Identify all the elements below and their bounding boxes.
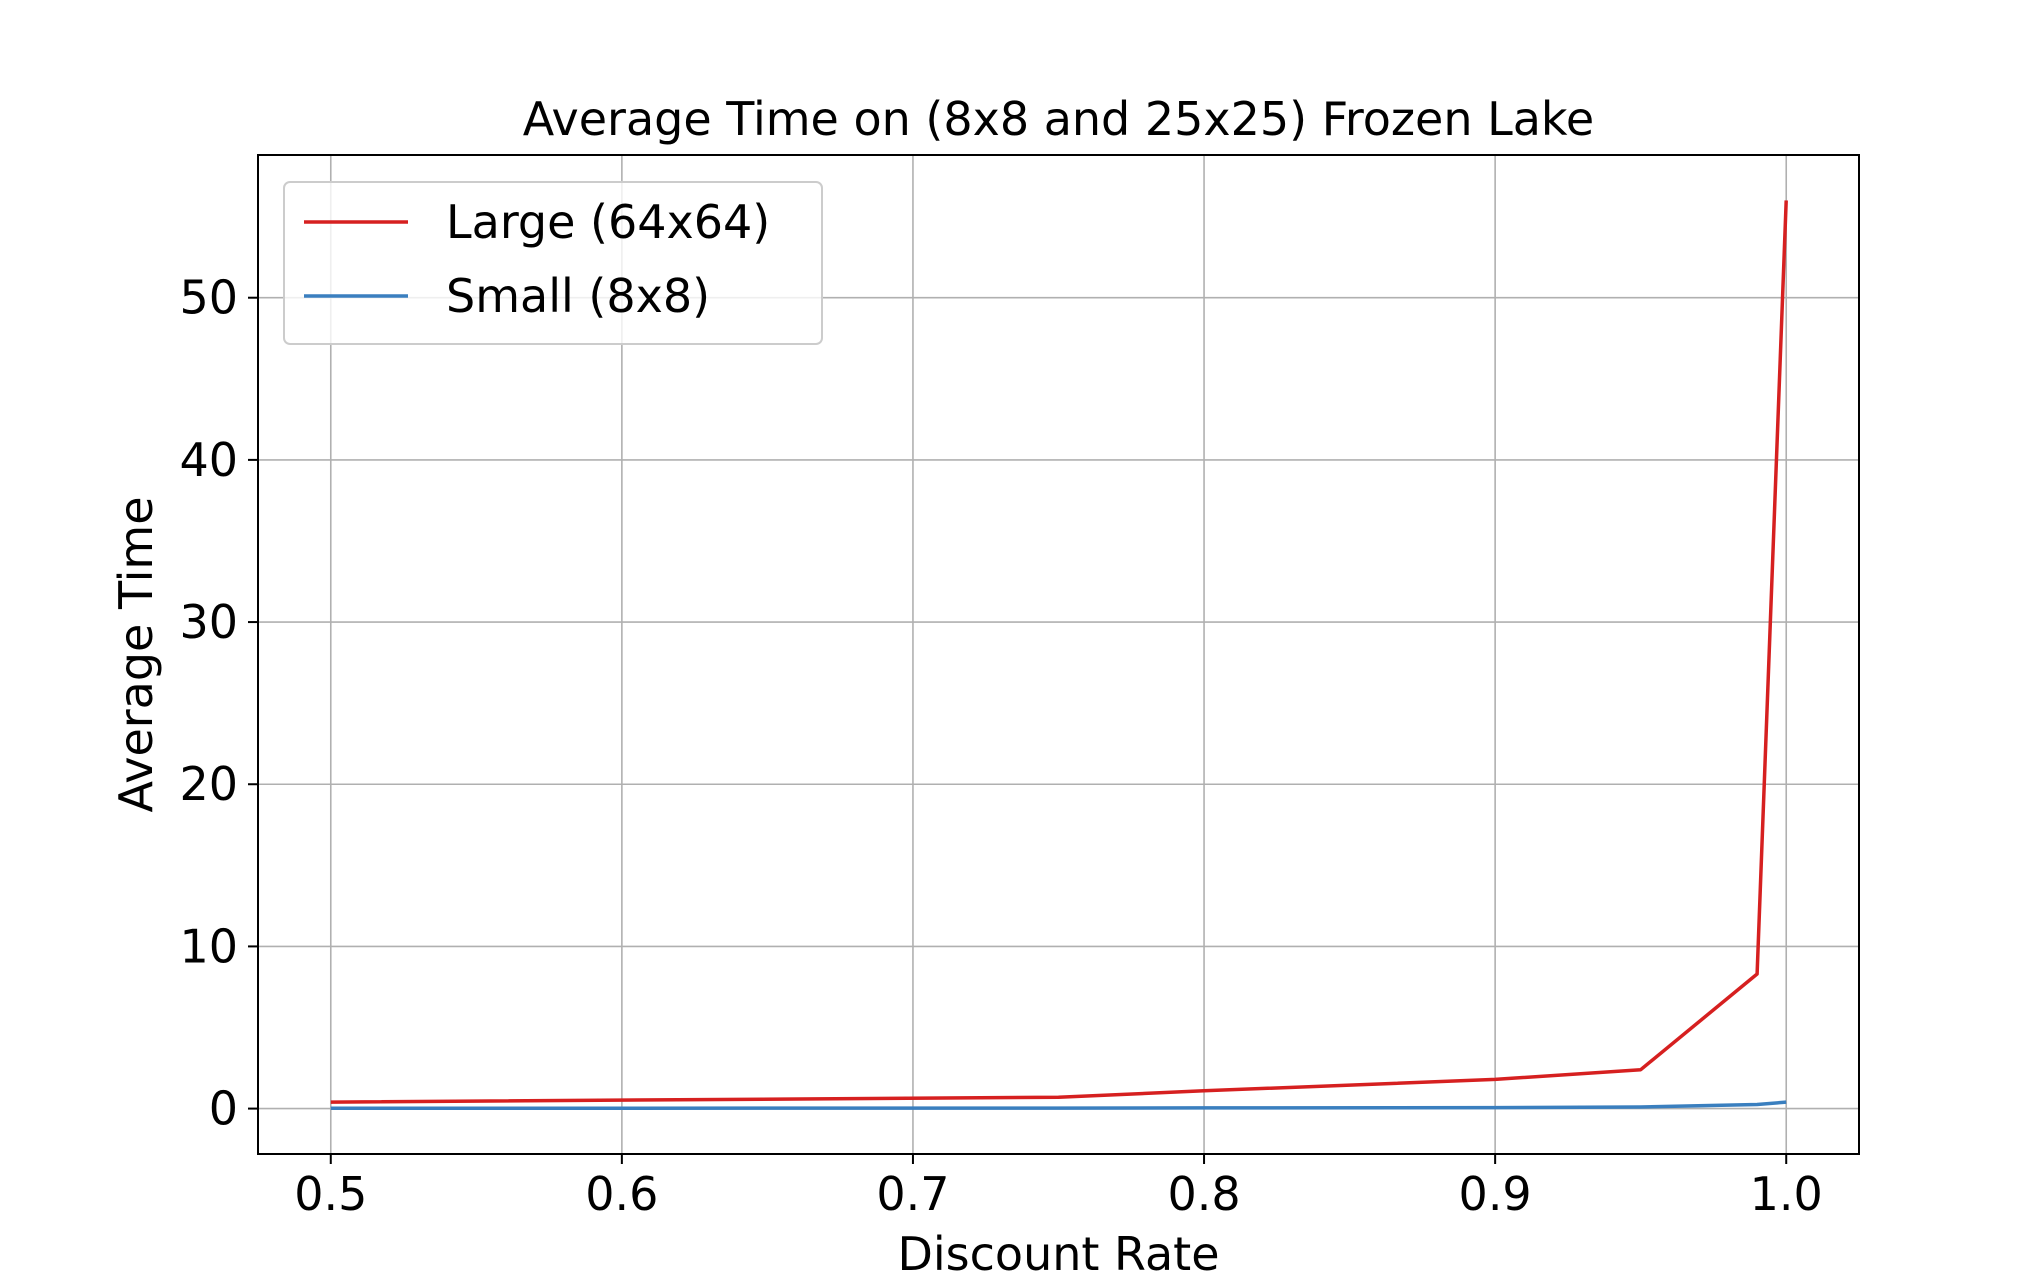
x-tick-label: 0.5 (294, 1167, 367, 1221)
chart-title: Average Time on (8x8 and 25x25) Frozen L… (523, 92, 1594, 146)
y-tick-label: 10 (179, 919, 238, 973)
y-tick-label: 20 (179, 757, 238, 811)
y-axis-label: Average Time (109, 496, 163, 812)
legend-box (283, 181, 823, 345)
legend: Large (64x64) Small (8x8) (283, 181, 823, 345)
x-tick-label: 0.8 (1167, 1167, 1240, 1221)
series-line-small (330, 1100, 1787, 1111)
legend-label-small: Small (8x8) (446, 269, 710, 323)
legend-label-large: Large (64x64) (446, 195, 770, 249)
y-tick-label: 0 (209, 1082, 238, 1136)
x-tick-label: 0.7 (876, 1167, 949, 1221)
grid (258, 155, 1859, 1154)
series-line-large (330, 200, 1788, 1104)
plot-frame (257, 154, 1860, 1155)
x-tick-label: 1.0 (1750, 1167, 1823, 1221)
y-tick-label: 50 (179, 271, 238, 325)
series-layer (330, 200, 1788, 1111)
y-tick-label: 40 (179, 433, 238, 487)
y-tick-label: 30 (179, 595, 238, 649)
x-tick-label: 0.6 (585, 1167, 658, 1221)
legend-items: Large (64x64) Small (8x8) (304, 195, 770, 323)
x-tick-label: 0.9 (1459, 1167, 1532, 1221)
x-axis-label: Discount Rate (897, 1227, 1219, 1280)
ticks: 0.5 0.6 0.7 0.8 0.9 1.0 0 10 20 30 40 50 (179, 271, 1822, 1221)
